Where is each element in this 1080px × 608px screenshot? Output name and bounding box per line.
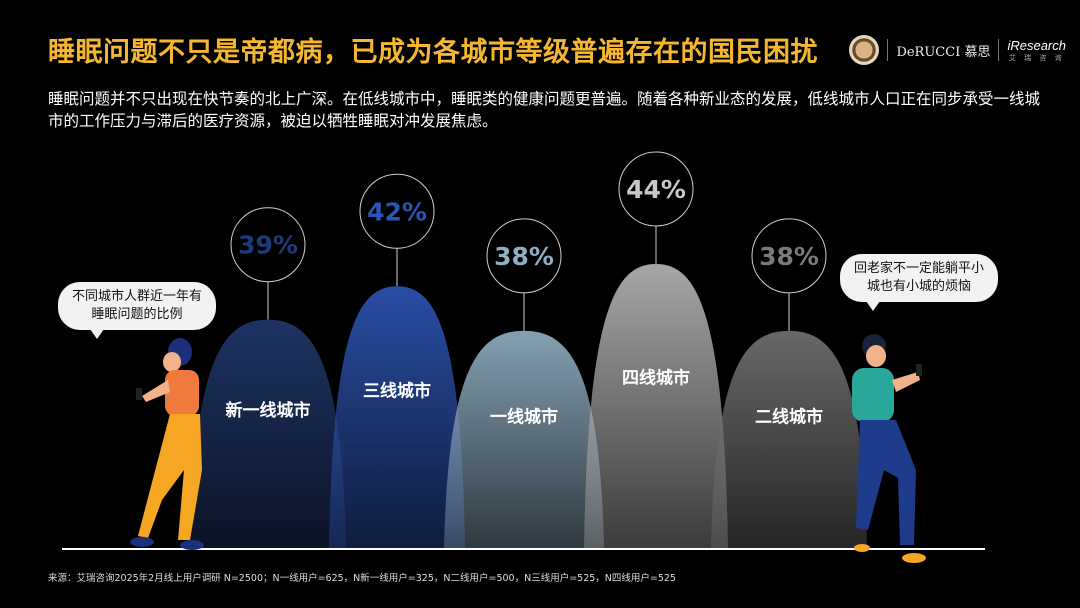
value-circle [618, 151, 694, 227]
value-circle [359, 173, 435, 249]
description-text: 睡眠问题并不只出现在快节奏的北上广深。在低线城市中，睡眠类的健康问题更普遍。随着… [48, 90, 1041, 130]
area-shape-4 [584, 264, 728, 549]
value-circle [486, 218, 562, 294]
chart-areas [190, 264, 867, 549]
source-note: 来源：艾瑞咨询2025年2月线上用户调研 N=2500；N一线用户=625，N新… [48, 573, 676, 584]
category-label: 新一线城市 [226, 400, 311, 421]
category-label: 三线城市 [363, 381, 431, 402]
value-circles: 39% 42% 38% 44% 38% [230, 151, 827, 294]
area-shape-1 [190, 319, 346, 549]
speech-bubble-right: 回老家不一定能躺平小城也有小城的烦恼 [840, 254, 998, 311]
area-shape-5 [711, 330, 867, 549]
logo-group: DeRUCCI 慕思 iResearch 艾 瑞 咨 询 [849, 34, 1066, 66]
iresearch-logo: iResearch 艾 瑞 咨 询 [1007, 38, 1066, 63]
iresearch-logo-text: iResearch [1007, 37, 1066, 53]
area-shape-3 [444, 330, 604, 549]
connector-lines [267, 226, 790, 331]
person-left-illustration [130, 338, 204, 550]
value-label: 38% [494, 242, 554, 271]
value-circle [230, 207, 306, 283]
derucci-logo: DeRUCCI 慕思 [896, 44, 991, 60]
value-circle [751, 218, 827, 294]
person-right-illustration [852, 334, 926, 563]
area-shape-2 [329, 286, 465, 549]
value-label: 38% [759, 242, 819, 271]
value-label: 39% [238, 231, 298, 260]
logo-divider [887, 39, 889, 61]
page-title: 睡眠问题不只是帝都病，已成为各城市等级普遍存在的国民困扰 [48, 37, 818, 68]
logo-divider [998, 39, 1000, 61]
value-label: 42% [367, 197, 427, 226]
category-label: 二线城市 [755, 406, 823, 427]
category-label: 四线城市 [622, 368, 690, 389]
category-label: 一线城市 [490, 406, 558, 427]
derucci-emblem-icon [849, 35, 880, 65]
speech-bubble-left: 不同城市人群近一年有睡眠问题的比例 [58, 282, 216, 339]
iresearch-logo-subtext: 艾 瑞 咨 询 [1008, 53, 1065, 62]
value-label: 44% [626, 175, 686, 204]
